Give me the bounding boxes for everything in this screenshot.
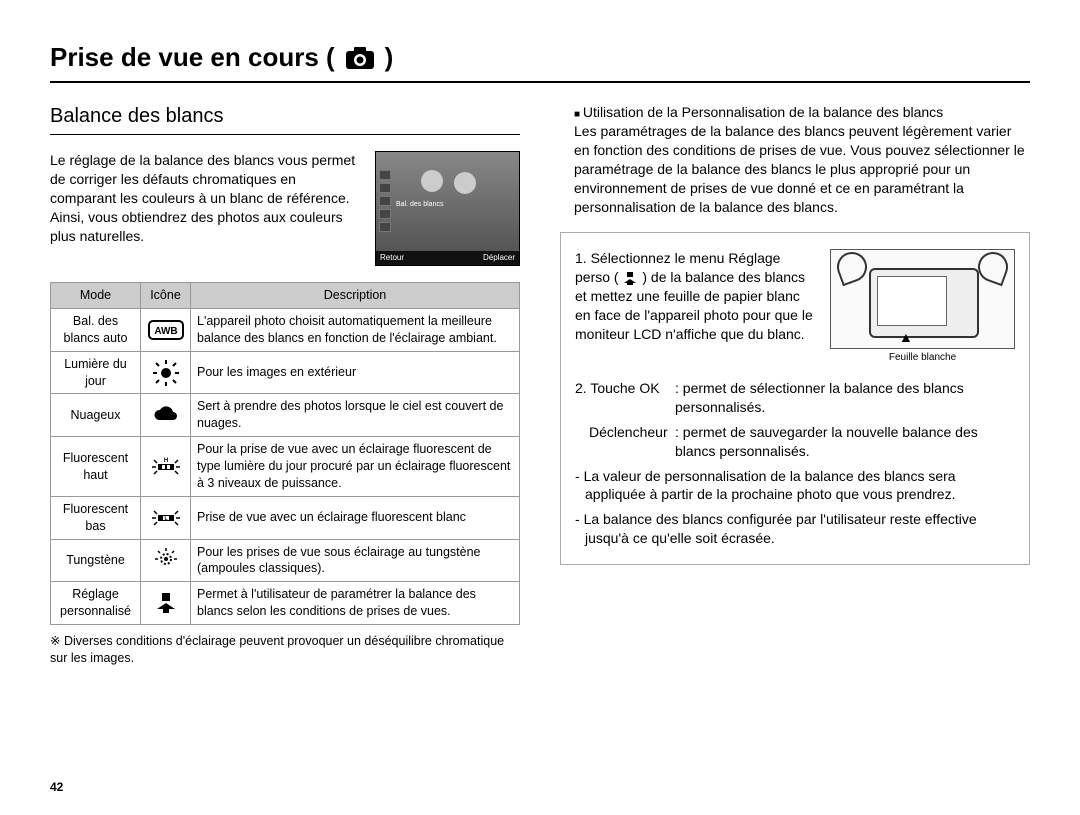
note-2: La balance des blancs configurée par l'u… xyxy=(575,510,1015,548)
right-intro: Utilisation de la Personnalisation de la… xyxy=(560,103,1030,216)
title-text: Prise de vue en cours ( xyxy=(50,40,335,75)
arrow-up-icon: ▲ xyxy=(899,328,913,347)
mode-cell: Fluorescent haut xyxy=(51,437,141,497)
custom-wb-inline-icon xyxy=(622,271,638,286)
bulb-icon xyxy=(141,539,191,582)
table-row: Fluorescent bas L Prise de vue avec un é… xyxy=(51,496,520,539)
desc-cell: Permet à l'utilisateur de paramétrer la … xyxy=(191,582,520,625)
mode-cell: Fluorescent bas xyxy=(51,496,141,539)
svg-text:H: H xyxy=(163,458,167,464)
note-1: La valeur de personnalisation de la bala… xyxy=(575,467,1015,505)
step-box: 1. Sélectionnez le menu Réglage perso ( … xyxy=(560,232,1030,565)
desc-cell: Pour les prises de vue sous éclairage au… xyxy=(191,539,520,582)
step-3: Déclencheur : permet de sauvegarder la n… xyxy=(575,423,1015,461)
svg-text:L: L xyxy=(164,516,167,522)
cloud-icon xyxy=(141,394,191,437)
table-row: Lumière du jour Pour les images en extér… xyxy=(51,351,520,394)
table-row: Tungstène Pour les prises de vue sous éc… xyxy=(51,539,520,582)
table-row: Fluorescent haut H Pour la prise de vue … xyxy=(51,437,520,497)
step3-term: Déclencheur xyxy=(589,423,675,461)
table-row: Nuageux Sert à prendre des photos lorsqu… xyxy=(51,394,520,437)
lcd-thumb-icon xyxy=(379,170,391,180)
desc-cell: Pour les images en extérieur xyxy=(191,351,520,394)
custom-wb-icon xyxy=(141,582,191,625)
mode-cell: Réglage personnalisé xyxy=(51,582,141,625)
fluorescent-h-icon: H xyxy=(141,437,191,497)
step2-term: 2. Touche OK xyxy=(575,379,675,417)
mode-cell: Bal. des blancs auto xyxy=(51,308,141,351)
lcd-thumb-icon xyxy=(379,183,391,193)
title-suffix: ) xyxy=(385,40,394,75)
bullet-heading: Utilisation de la Personnalisation de la… xyxy=(574,104,943,120)
section-title: Balance des blancs xyxy=(50,103,520,135)
right-column: Utilisation de la Personnalisation de la… xyxy=(560,103,1030,667)
mode-cell: Lumière du jour xyxy=(51,351,141,394)
lcd-thumb-icon xyxy=(379,209,391,219)
desc-cell: Sert à prendre des photos lorsque le cie… xyxy=(191,394,520,437)
wb-table: Mode Icône Description Bal. des blancs a… xyxy=(50,282,520,625)
figure-caption: Feuille blanche xyxy=(830,351,1015,365)
lcd-retour: Retour xyxy=(380,253,404,264)
left-column: Balance des blancs Le réglage de la bala… xyxy=(50,103,520,667)
right-paragraph: Les paramétrages de la balance des blanc… xyxy=(574,123,1025,215)
table-row: Bal. des blancs auto AWB L'appareil phot… xyxy=(51,308,520,351)
footnote: Diverses conditions d'éclairage peuvent … xyxy=(50,633,520,667)
lcd-label: Bal. des blancs xyxy=(396,200,443,209)
step-2: 2. Touche OK : permet de sélectionner la… xyxy=(575,379,1015,417)
fluorescent-l-icon: L xyxy=(141,496,191,539)
table-row: Réglage personnalisé Permet à l'utilisat… xyxy=(51,582,520,625)
lcd-thumb-icon xyxy=(379,222,391,232)
page-number: 42 xyxy=(50,779,63,795)
mode-cell: Tungstène xyxy=(51,539,141,582)
camera-figure: ▲ Feuille blanche xyxy=(830,249,1015,365)
step-1: 1. Sélectionnez le menu Réglage perso ( … xyxy=(575,249,818,365)
desc-cell: Pour la prise de vue avec un éclairage f… xyxy=(191,437,520,497)
desc-cell: Prise de vue avec un éclairage fluoresce… xyxy=(191,496,520,539)
col-mode: Mode xyxy=(51,283,141,309)
intro-paragraph: Le réglage de la balance des blancs vous… xyxy=(50,151,363,266)
camera-icon xyxy=(345,46,375,70)
lcd-thumb-icon xyxy=(379,196,391,206)
desc-cell: L'appareil photo choisit automatiquement… xyxy=(191,308,520,351)
step3-desc: : permet de sauvegarder la nouvelle bala… xyxy=(675,423,1015,461)
mode-cell: Nuageux xyxy=(51,394,141,437)
lcd-deplacer: Déplacer xyxy=(483,253,515,264)
awb-icon: AWB xyxy=(141,308,191,351)
step2-desc: : permet de sélectionner la balance des … xyxy=(675,379,1015,417)
sun-icon xyxy=(141,351,191,394)
svg-text:AWB: AWB xyxy=(154,326,177,337)
col-desc: Description xyxy=(191,283,520,309)
page-title: Prise de vue en cours ( ) xyxy=(50,40,1030,83)
col-icon: Icône xyxy=(141,283,191,309)
lcd-preview: Bal. des blancs Retour Déplacer xyxy=(375,151,520,266)
